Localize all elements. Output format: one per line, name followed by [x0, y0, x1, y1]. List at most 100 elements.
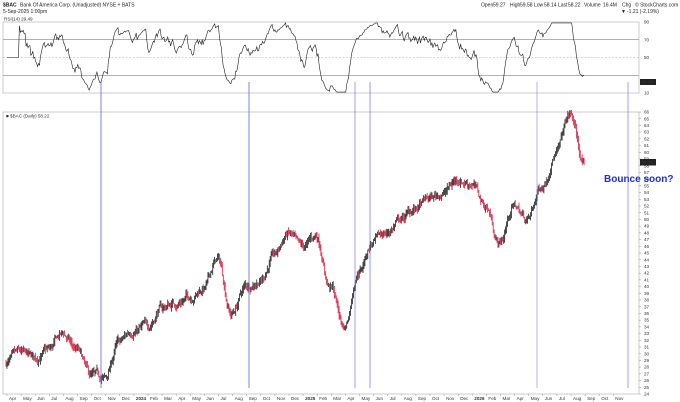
price-tick-label: 48	[644, 231, 650, 236]
high-label: High	[510, 3, 521, 9]
x-tick-label: Oct	[601, 396, 609, 401]
rsi-value-tag-text: 29.49	[642, 80, 654, 85]
x-tick-label: Feb	[488, 396, 496, 401]
price-tick-label: 45	[644, 251, 650, 256]
price-tick-label: 54	[644, 190, 650, 195]
rsi-tick-label: 90	[644, 20, 650, 25]
price-tick-label: 42	[644, 271, 650, 276]
volume-label: Volume	[584, 3, 601, 9]
x-tick-label: Jun	[376, 396, 384, 401]
price-tick-label: 43	[644, 264, 650, 269]
x-tick-label: Apr	[347, 396, 355, 401]
last-value: 58.22	[568, 3, 581, 9]
symbol-label: $BAC	[3, 3, 17, 9]
price-tick-label: 47	[644, 237, 650, 242]
x-tick-label: Nov	[108, 396, 117, 401]
price-tick-label: 62	[644, 137, 650, 142]
open-label: Open	[481, 3, 493, 9]
x-tick-label: Aug	[573, 396, 582, 401]
date-label: 5-Sep-2025 1:00pm	[3, 9, 47, 15]
price-tick-label: 61	[644, 143, 650, 148]
price-tick-label: 26	[644, 378, 650, 383]
chart-header: $BAC Bank Of America Corp. (Unadjusted) …	[3, 2, 678, 16]
price-tick-label: 37	[644, 304, 650, 309]
x-tick-label: Feb	[150, 396, 158, 401]
price-tick-label: 66	[644, 110, 650, 115]
price-tick-label: 41	[644, 278, 650, 283]
x-tick-label: Apr	[517, 396, 525, 401]
x-tick-label: 2024	[136, 396, 147, 401]
rsi-oversold-highlights	[100, 82, 629, 388]
x-tick-label: 2026	[474, 396, 485, 401]
price-tick-label: 27	[644, 372, 650, 377]
x-tick-label: Dec	[122, 396, 131, 401]
highlight-band	[248, 82, 250, 388]
x-tick-label: Nov	[446, 396, 455, 401]
price-tick-label: 39	[644, 291, 650, 296]
last-label: Last	[558, 3, 568, 9]
price-tick-label: 24	[644, 392, 650, 397]
price-ticks: 6665646362616059585756555453525150494847…	[639, 110, 650, 397]
price-tick-label: 55	[644, 184, 650, 189]
x-tick-label: Jun	[206, 396, 214, 401]
x-tick-label: May	[531, 396, 540, 401]
price-tick-label: 63	[644, 130, 650, 135]
price-tick-label: 30	[644, 351, 650, 356]
rsi-tick-label: 70	[644, 37, 650, 42]
x-tick-label: Dec	[460, 396, 469, 401]
rsi-value-tag	[640, 79, 656, 85]
x-tick-label: Mar	[503, 396, 511, 401]
chg-label: Chg	[622, 3, 631, 9]
rsi-line	[6, 22, 585, 93]
quote-stats: Open 59.27 High 59.58 Low 58.14 Last 58.…	[481, 3, 659, 16]
x-tick-label: Oct	[94, 396, 102, 401]
x-tick-label: Jul	[51, 396, 57, 401]
price-panel: ■ $BAC (Daily) 58.22 6665646362616059585…	[2, 110, 673, 397]
price-tick-label: 56	[644, 177, 650, 182]
x-tick-label: Aug	[65, 396, 74, 401]
rsi-label: RSI(14) 29.49	[4, 17, 33, 22]
price-tick-label: 28	[644, 365, 650, 370]
x-tick-label: Sep	[80, 396, 89, 401]
price-tick-label: 44	[644, 257, 650, 262]
price-tick-label: 25	[644, 385, 650, 390]
x-tick-label: Nov	[277, 396, 286, 401]
highlight-band	[536, 82, 538, 388]
x-tick-label: May	[362, 396, 371, 401]
chg-value: -1.21 (-2.19%)	[627, 9, 659, 15]
price-tick-label: 64	[644, 123, 650, 128]
x-tick-label: Mar	[164, 396, 172, 401]
price-tick-label: 29	[644, 358, 650, 363]
price-tick-label: 36	[644, 311, 650, 316]
price-tick-label: 49	[644, 224, 650, 229]
chg-arrow-icon: ▼	[621, 9, 626, 15]
bounce-annotation: Bounce soon?	[604, 174, 673, 185]
price-tick-label: 32	[644, 338, 650, 343]
price-tick-label: 57	[644, 170, 650, 175]
x-tick-label: Apr	[178, 396, 186, 401]
x-tick-label: Aug	[404, 396, 413, 401]
x-tick-label: Jun	[545, 396, 553, 401]
x-tick-label: Feb	[319, 396, 327, 401]
last-price-tag	[640, 159, 656, 166]
highlight-band	[627, 82, 629, 388]
x-tick-label: Oct	[263, 396, 271, 401]
rsi-panel: RSI(14) 29.49 90 70 50 10 29.49	[2, 17, 656, 96]
price-label: ■ $BAC (Daily) 58.22	[6, 114, 50, 119]
rsi-tick-label: 10	[644, 91, 650, 96]
highlight-band	[354, 82, 356, 388]
low-label: Low	[534, 3, 544, 9]
last-price-tag-text: 58.22	[642, 160, 654, 165]
rsi-tick-label: 50	[644, 55, 650, 60]
price-tick-label: 60	[644, 150, 650, 155]
highlight-band	[369, 82, 371, 388]
x-tick-label: May	[192, 396, 201, 401]
x-tick-label: Dec	[291, 396, 300, 401]
high-value: 59.58	[520, 3, 533, 9]
price-tick-label: 65	[644, 116, 650, 121]
x-tick-label: May	[23, 396, 32, 401]
x-tick-label: Sep	[418, 396, 427, 401]
price-tick-label: 46	[644, 244, 650, 249]
price-tick-label: 50	[644, 217, 650, 222]
